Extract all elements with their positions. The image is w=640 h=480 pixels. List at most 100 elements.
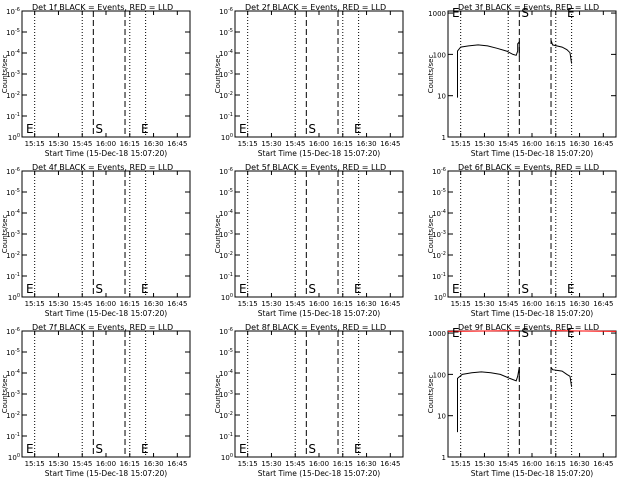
- y-axis-label: Counts/sec: [214, 55, 222, 94]
- y-axis-label: Counts/sec: [214, 215, 222, 254]
- start-marker: S: [95, 122, 103, 136]
- x-tick-label: 16:45: [593, 140, 613, 148]
- y-tick-label: 10-6: [6, 327, 20, 336]
- x-tick-label: 16:00: [522, 300, 542, 308]
- x-tick-label: 16:00: [309, 140, 329, 148]
- end-marker: E: [354, 442, 362, 456]
- plot-frame: [21, 330, 191, 458]
- x-tick-label: 16:15: [546, 460, 566, 468]
- x-tick-label: 16:45: [380, 140, 400, 148]
- plot-frame: [21, 170, 191, 298]
- detector-panel-det4: Det 4f BLACK = Events, RED = LLD 15:15 15:…: [1, 163, 191, 318]
- x-tick-label: 15:30: [261, 300, 281, 308]
- event-series-line: [550, 40, 573, 64]
- y-tick-label: 10-1: [219, 272, 233, 281]
- x-tick-label: 15:15: [451, 460, 471, 468]
- x-tick-label: 16:45: [167, 140, 187, 148]
- y-tick-label: 1: [442, 134, 446, 142]
- plot-frame: [234, 170, 404, 298]
- y-tick-label: 10-5: [6, 348, 20, 357]
- y-tick-label: 10-1: [432, 272, 446, 281]
- y-tick-label: 10-1: [219, 112, 233, 121]
- x-tick-label: 16:30: [356, 300, 376, 308]
- y-tick-label: 10-3: [219, 390, 233, 399]
- x-tick-label: 16:00: [309, 300, 329, 308]
- x-tick-label: 16:15: [120, 300, 140, 308]
- x-tick-label: 15:15: [451, 140, 471, 148]
- y-tick-label: 10-4: [6, 369, 20, 378]
- y-tick-label: 10-3: [6, 230, 20, 239]
- x-tick-label: 15:30: [474, 140, 494, 148]
- y-tick-label: 100: [221, 293, 233, 302]
- y-tick-label: 10-6: [219, 167, 233, 176]
- y-tick-label: 10-5: [6, 188, 20, 197]
- y-tick-label: 10-6: [219, 7, 233, 16]
- x-tick-label: 15:15: [25, 460, 45, 468]
- panel-title: Det 1f BLACK = Events, RED = LLD: [32, 3, 173, 12]
- x-axis-label: Start Time (15-Dec-18 15:07:20): [45, 469, 167, 478]
- event-series-line: [550, 366, 573, 387]
- x-tick-label: 16:45: [380, 300, 400, 308]
- lld-series-line: [447, 330, 520, 332]
- plot-frame: [234, 10, 404, 138]
- x-tick-label: 15:45: [72, 140, 92, 148]
- x-axis-label: Start Time (15-Dec-18 15:07:20): [471, 309, 593, 318]
- start-marker: S: [308, 122, 316, 136]
- x-tick-label: 15:30: [474, 460, 494, 468]
- x-tick-label: 16:00: [522, 460, 542, 468]
- start-marker: S: [308, 282, 316, 296]
- plot-frame: [447, 330, 617, 458]
- x-tick-label: 16:45: [167, 460, 187, 468]
- start-marker: S: [521, 6, 529, 20]
- y-tick-label: 1: [442, 454, 446, 462]
- x-tick-label: 15:30: [261, 460, 281, 468]
- y-tick-label: 100: [221, 453, 233, 462]
- end-marker: E: [567, 6, 575, 20]
- y-tick-label: 10-5: [432, 188, 446, 197]
- x-tick-label: 15:45: [285, 300, 305, 308]
- y-axis-label: Counts/sec: [1, 55, 9, 94]
- x-tick-label: 15:30: [261, 140, 281, 148]
- x-tick-label: 15:45: [498, 460, 518, 468]
- x-tick-label: 16:30: [356, 460, 376, 468]
- panel-title: Det 6f BLACK = Events, RED = LLD: [458, 163, 599, 172]
- panel-title: Det 4f BLACK = Events, RED = LLD: [32, 163, 173, 172]
- y-tick-label: 10-3: [6, 70, 20, 79]
- y-tick-label: 1000: [428, 330, 446, 338]
- end-marker: E: [452, 282, 460, 296]
- end-marker: E: [141, 442, 149, 456]
- y-tick-label: 10-2: [219, 91, 233, 100]
- start-marker: S: [521, 282, 529, 296]
- end-marker: E: [354, 122, 362, 136]
- event-series-line: [457, 367, 520, 433]
- x-tick-label: 15:45: [72, 300, 92, 308]
- y-tick-label: 10-6: [219, 327, 233, 336]
- plot-frame: [21, 10, 191, 138]
- x-axis-label: Start Time (15-Dec-18 15:07:20): [258, 149, 380, 158]
- y-tick-label: 100: [8, 453, 20, 462]
- x-axis-label: Start Time (15-Dec-18 15:07:20): [45, 149, 167, 158]
- plot-frame: [447, 170, 617, 298]
- y-tick-label: 10-4: [6, 49, 20, 58]
- panel-title: Det 5f BLACK = Events, RED = LLD: [245, 163, 386, 172]
- x-axis-label: Start Time (15-Dec-18 15:07:20): [258, 469, 380, 478]
- start-marker: S: [95, 282, 103, 296]
- y-tick-label: 10: [437, 413, 446, 421]
- y-tick-label: 10-5: [219, 348, 233, 357]
- panel-title: Det 9f BLACK = Events, RED = LLD: [458, 323, 599, 332]
- y-tick-label: 10-5: [219, 28, 233, 37]
- y-tick-label: 10-4: [219, 369, 233, 378]
- end-marker: E: [452, 326, 460, 340]
- y-tick-label: 10-6: [432, 167, 446, 176]
- x-tick-label: 15:15: [25, 300, 45, 308]
- end-marker: E: [567, 282, 575, 296]
- end-marker: E: [239, 442, 247, 456]
- x-axis-label: Start Time (15-Dec-18 15:07:20): [258, 309, 380, 318]
- event-series-line: [457, 40, 520, 98]
- y-tick-label: 10-3: [219, 230, 233, 239]
- x-tick-label: 15:15: [238, 300, 258, 308]
- y-tick-label: 100: [221, 133, 233, 142]
